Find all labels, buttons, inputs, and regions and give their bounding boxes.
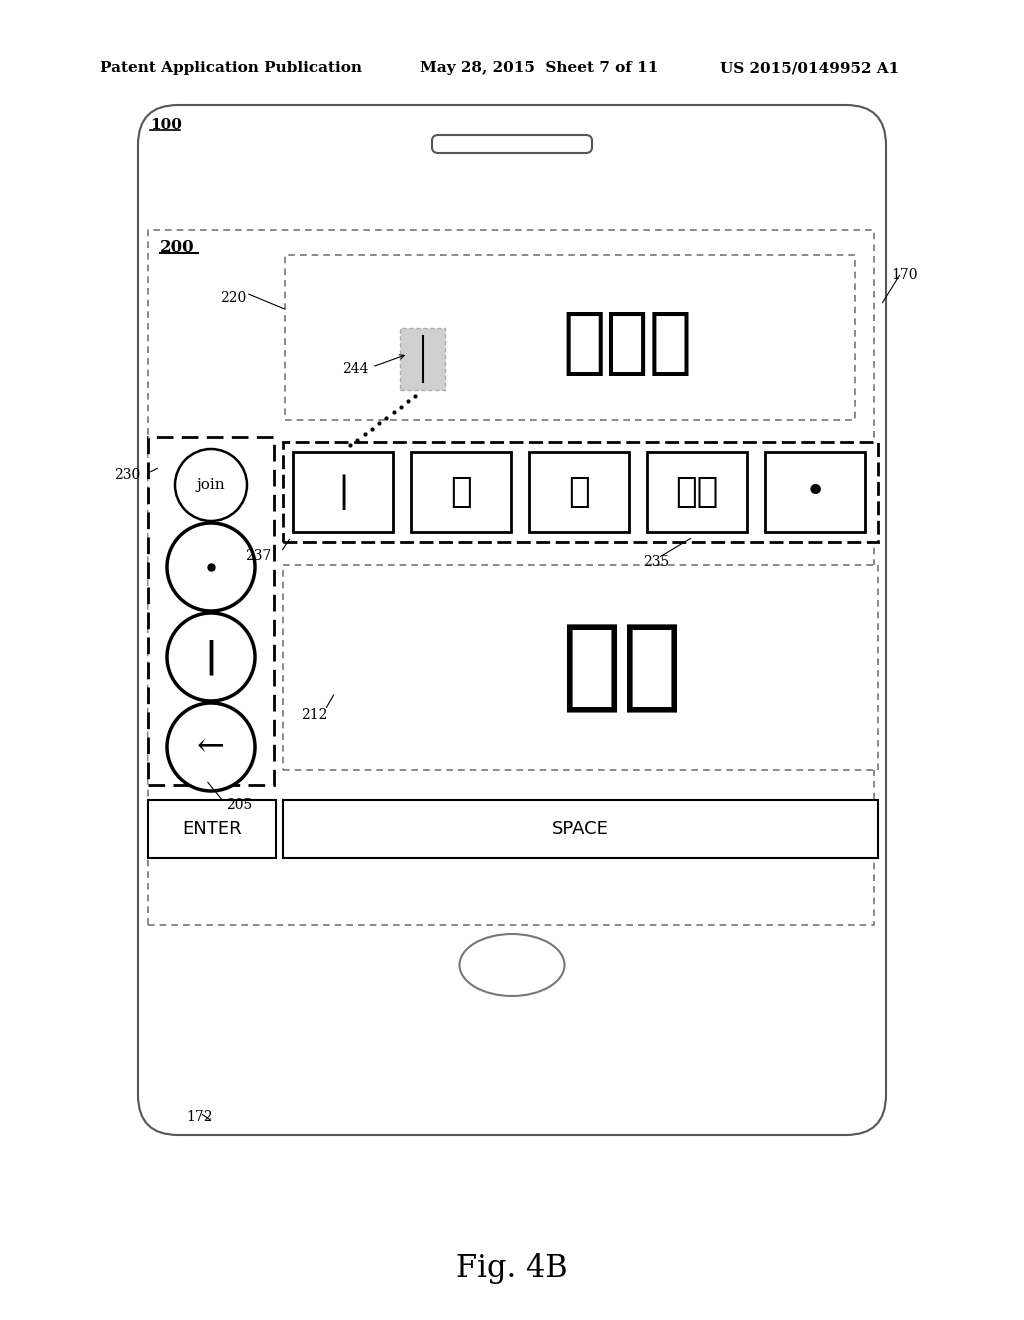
Text: 100: 100 <box>150 117 182 132</box>
Text: 220: 220 <box>220 290 246 305</box>
Text: 170: 170 <box>891 268 918 282</box>
Text: SPACE: SPACE <box>552 820 609 838</box>
Text: उ: उ <box>568 475 590 510</box>
Bar <box>647 451 746 532</box>
Bar <box>285 255 855 420</box>
Text: 212: 212 <box>301 708 328 722</box>
FancyBboxPatch shape <box>138 106 886 1135</box>
Text: 230: 230 <box>114 469 140 482</box>
Text: •: • <box>805 475 825 510</box>
Text: join: join <box>197 478 225 492</box>
FancyBboxPatch shape <box>432 135 592 153</box>
Text: 244: 244 <box>342 362 369 376</box>
Circle shape <box>175 449 247 521</box>
Text: Patent Application Publication: Patent Application Publication <box>100 61 362 75</box>
Ellipse shape <box>460 935 564 997</box>
Text: 205: 205 <box>226 799 252 812</box>
Text: May 28, 2015  Sheet 7 of 11: May 28, 2015 Sheet 7 of 11 <box>420 61 658 75</box>
Text: ←: ← <box>197 731 225 763</box>
Text: क्ख: क्ख <box>562 308 692 378</box>
Bar <box>148 800 276 858</box>
Text: |: | <box>337 474 349 510</box>
Bar <box>283 442 878 543</box>
Circle shape <box>167 704 255 791</box>
Circle shape <box>167 612 255 701</box>
Bar <box>148 437 274 785</box>
Bar <box>765 451 865 532</box>
Bar <box>148 230 874 925</box>
Text: US 2015/0149952 A1: US 2015/0149952 A1 <box>720 61 899 75</box>
Bar <box>529 451 629 532</box>
Text: न: न <box>451 475 472 510</box>
Text: 235: 235 <box>643 554 670 569</box>
Circle shape <box>167 523 255 611</box>
Bar <box>411 451 511 532</box>
Bar <box>400 327 445 389</box>
Text: कख: कख <box>562 619 682 715</box>
Bar <box>283 565 878 770</box>
Text: 237: 237 <box>245 549 271 564</box>
Bar <box>283 800 878 858</box>
Text: |: | <box>205 639 217 675</box>
Text: 200: 200 <box>160 239 195 256</box>
Text: 172: 172 <box>186 1110 213 1125</box>
Text: Fig. 4B: Fig. 4B <box>456 1253 568 1283</box>
Bar <box>293 451 393 532</box>
Text: व्: व् <box>676 475 719 510</box>
Text: ENTER: ENTER <box>182 820 242 838</box>
